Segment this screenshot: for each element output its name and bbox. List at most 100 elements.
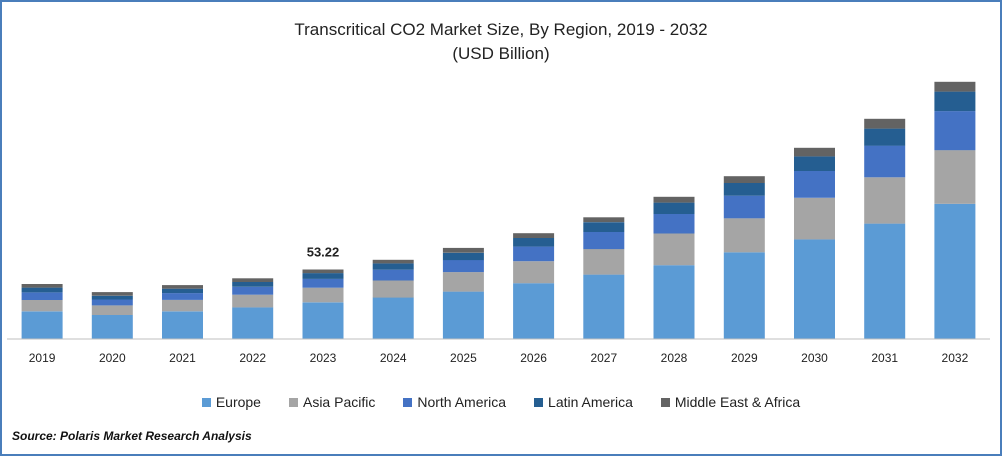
- x-tick-label: 2026: [520, 351, 547, 365]
- bar-2028-north-america: [653, 214, 695, 234]
- x-tick-label: 2022: [239, 351, 266, 365]
- x-tick-label: 2019: [29, 351, 56, 365]
- bar-2022-europe: [232, 307, 274, 339]
- bar-2020-latin-america: [91, 295, 133, 300]
- bar-2032-europe: [934, 203, 976, 339]
- bar-2021-middle-east-africa: [162, 285, 203, 289]
- legend-swatch: [288, 397, 298, 407]
- bar-2025-asia-pacific: [442, 272, 484, 292]
- legend-label: Europe: [215, 394, 261, 410]
- data-label-2023: 53.22: [307, 245, 340, 260]
- x-tick-label: 2031: [871, 351, 898, 365]
- bar-2025-middle-east-africa: [442, 247, 484, 253]
- bar-2028-latin-america: [653, 202, 695, 214]
- bar-2020-north-america: [91, 299, 133, 306]
- legend-item: Middle East & Africa: [660, 394, 801, 410]
- bar-2023-middle-east-africa: [302, 269, 344, 274]
- bar-2026-europe: [513, 283, 555, 339]
- bar-2023-asia-pacific: [302, 287, 344, 303]
- bar-2021-europe: [162, 311, 203, 339]
- bar-2029-north-america: [723, 195, 765, 219]
- bar-2029-middle-east-africa: [723, 176, 765, 183]
- bar-2022-middle-east-africa: [232, 278, 274, 282]
- bar-2031-europe: [864, 223, 906, 339]
- bar-2019-north-america: [21, 292, 63, 300]
- bar-2024-europe: [372, 297, 414, 339]
- legend-swatch: [403, 397, 413, 407]
- legend-item: Asia Pacific: [288, 394, 375, 410]
- bar-2032-asia-pacific: [934, 150, 976, 204]
- bar-2032-north-america: [934, 111, 976, 151]
- bar-2031-asia-pacific: [864, 177, 906, 224]
- chart-title: Transcritical CO2 Market Size, By Region…: [294, 20, 708, 39]
- bar-2021-north-america: [162, 293, 203, 300]
- bar-2028-europe: [653, 265, 695, 339]
- bar-2025-latin-america: [442, 252, 484, 261]
- bar-2024-middle-east-africa: [372, 259, 414, 264]
- bar-2024-asia-pacific: [372, 280, 414, 298]
- bar-2027-north-america: [583, 232, 625, 250]
- bar-2024-north-america: [372, 269, 414, 281]
- legend-swatch: [201, 397, 211, 407]
- bar-2020-middle-east-africa: [91, 292, 133, 296]
- chart-subtitle: (USD Billion): [452, 44, 550, 63]
- legend-swatch: [534, 397, 544, 407]
- legend-item: Latin America: [534, 394, 633, 410]
- bar-2028-middle-east-africa: [653, 196, 695, 203]
- legend-label: Middle East & Africa: [674, 394, 801, 410]
- bar-2024-latin-america: [372, 263, 414, 270]
- bar-2019-europe: [21, 311, 63, 339]
- x-tick-label: 2020: [99, 351, 126, 365]
- bar-2029-europe: [723, 252, 765, 339]
- bar-2026-asia-pacific: [513, 261, 555, 284]
- bar-2027-asia-pacific: [583, 249, 625, 275]
- bar-2027-middle-east-africa: [583, 217, 625, 223]
- bar-2019-latin-america: [21, 287, 63, 293]
- legend-swatch: [660, 397, 670, 407]
- bar-2019-middle-east-africa: [21, 284, 63, 288]
- bar-2030-north-america: [794, 171, 835, 198]
- bar-2025-europe: [442, 291, 484, 339]
- bar-2032-middle-east-africa: [934, 81, 976, 92]
- bar-2019-asia-pacific: [21, 299, 63, 312]
- bar-2031-latin-america: [864, 128, 906, 146]
- x-tick-label: 2027: [590, 351, 617, 365]
- x-tick-label: 2023: [310, 351, 337, 365]
- bar-2029-latin-america: [723, 183, 765, 196]
- bar-2029-asia-pacific: [723, 218, 765, 253]
- bar-2022-latin-america: [232, 282, 274, 287]
- bar-2032-latin-america: [934, 91, 976, 112]
- bar-2020-europe: [91, 315, 133, 339]
- x-tick-label: 2032: [942, 351, 969, 365]
- x-tick-label: 2024: [380, 351, 407, 365]
- bar-2026-latin-america: [513, 238, 555, 247]
- bar-2031-middle-east-africa: [864, 118, 906, 129]
- bar-2023-north-america: [302, 278, 344, 288]
- bar-2030-middle-east-africa: [794, 147, 835, 157]
- bar-2026-north-america: [513, 246, 555, 262]
- legend-item: North America: [403, 394, 506, 410]
- bar-2023-latin-america: [302, 273, 344, 279]
- legend-label: North America: [417, 394, 507, 410]
- x-tick-label: 2025: [450, 351, 477, 365]
- bar-2030-asia-pacific: [794, 197, 835, 240]
- bar-2020-asia-pacific: [91, 305, 133, 315]
- source-note: Source: Polaris Market Research Analysis: [12, 429, 252, 443]
- bar-2030-europe: [794, 239, 835, 339]
- bar-2027-latin-america: [583, 222, 625, 232]
- bar-2027-europe: [583, 274, 625, 339]
- bar-2023-europe: [302, 302, 344, 339]
- x-tick-label: 2028: [661, 351, 688, 365]
- x-tick-label: 2021: [169, 351, 196, 365]
- bar-2030-latin-america: [794, 156, 835, 171]
- bar-2022-asia-pacific: [232, 294, 274, 308]
- chart-legend: Europe Asia Pacific North America Latin Ame…: [2, 394, 1000, 410]
- bar-2021-asia-pacific: [162, 299, 203, 312]
- x-tick-label: 2030: [801, 351, 828, 365]
- legend-label: Latin America: [548, 394, 633, 410]
- legend-item: Europe: [201, 394, 261, 410]
- x-tick-label: 2029: [731, 351, 758, 365]
- bar-2022-north-america: [232, 286, 274, 295]
